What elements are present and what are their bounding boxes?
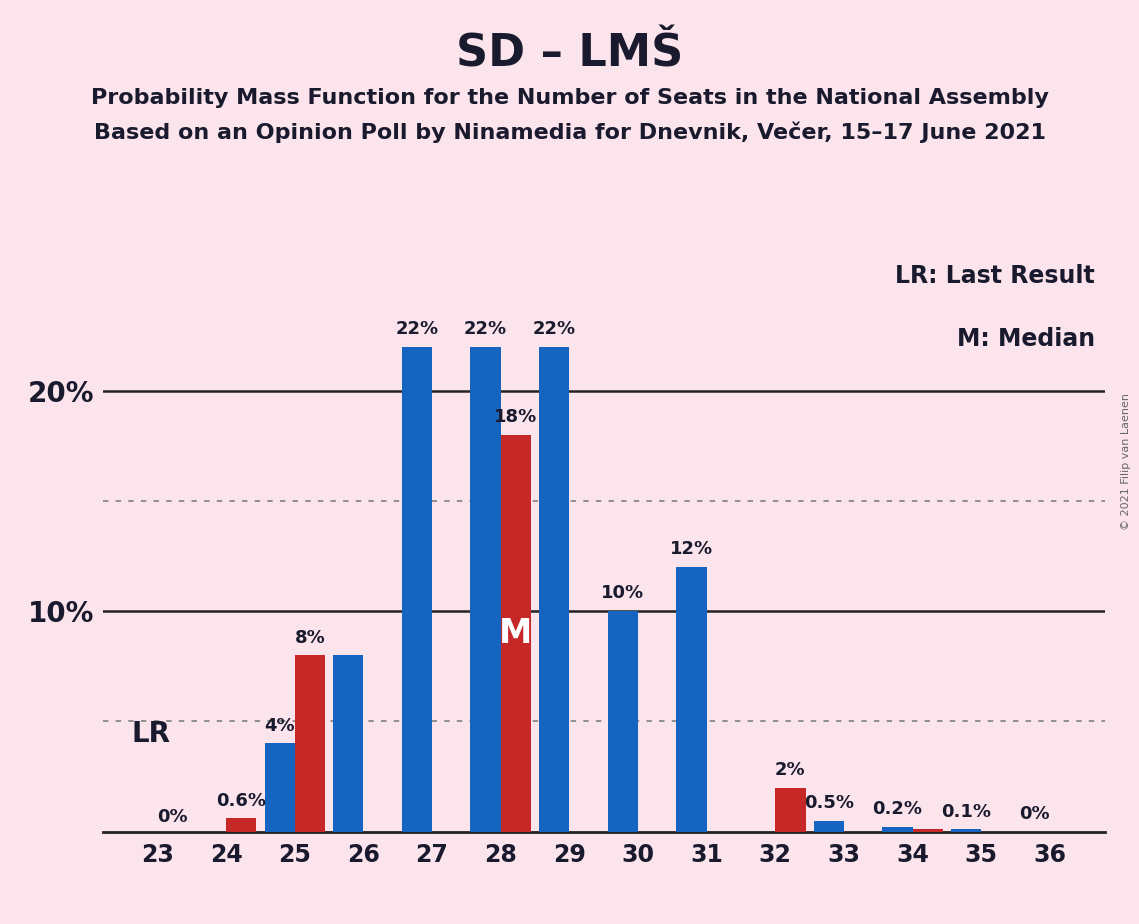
Bar xyxy=(539,346,570,832)
Text: 8%: 8% xyxy=(295,628,326,647)
Bar xyxy=(951,830,982,832)
Text: 10%: 10% xyxy=(601,585,645,602)
Text: 22%: 22% xyxy=(395,320,439,338)
Text: LR: LR xyxy=(131,720,170,748)
Text: 0.2%: 0.2% xyxy=(872,800,923,819)
Text: 4%: 4% xyxy=(264,717,295,735)
Text: 0%: 0% xyxy=(157,808,188,826)
Bar xyxy=(402,346,432,832)
Bar xyxy=(912,830,943,832)
Bar xyxy=(295,655,325,832)
Bar xyxy=(334,655,363,832)
Bar xyxy=(677,567,706,832)
Text: Based on an Opinion Poll by Ninamedia for Dnevnik, Večer, 15–17 June 2021: Based on an Opinion Poll by Ninamedia fo… xyxy=(93,122,1046,143)
Bar xyxy=(264,744,295,832)
Text: M: Median: M: Median xyxy=(957,327,1095,351)
Bar xyxy=(226,819,256,832)
Text: M: M xyxy=(499,617,532,650)
Bar xyxy=(776,787,805,832)
Bar xyxy=(608,612,638,832)
Text: 0.5%: 0.5% xyxy=(804,794,854,812)
Bar xyxy=(883,827,912,832)
Text: 18%: 18% xyxy=(494,408,538,426)
Bar xyxy=(501,435,531,832)
Text: 0.6%: 0.6% xyxy=(216,792,267,809)
Text: 0.1%: 0.1% xyxy=(941,803,991,821)
Text: LR: Last Result: LR: Last Result xyxy=(895,264,1095,288)
Text: 2%: 2% xyxy=(776,760,805,779)
Text: SD – LMŠ: SD – LMŠ xyxy=(456,32,683,76)
Text: © 2021 Filip van Laenen: © 2021 Filip van Laenen xyxy=(1121,394,1131,530)
Text: 22%: 22% xyxy=(464,320,507,338)
Bar xyxy=(813,821,844,832)
Text: 12%: 12% xyxy=(670,541,713,558)
Text: 22%: 22% xyxy=(533,320,576,338)
Bar xyxy=(470,346,501,832)
Text: 0%: 0% xyxy=(1019,805,1050,822)
Text: Probability Mass Function for the Number of Seats in the National Assembly: Probability Mass Function for the Number… xyxy=(91,88,1048,108)
